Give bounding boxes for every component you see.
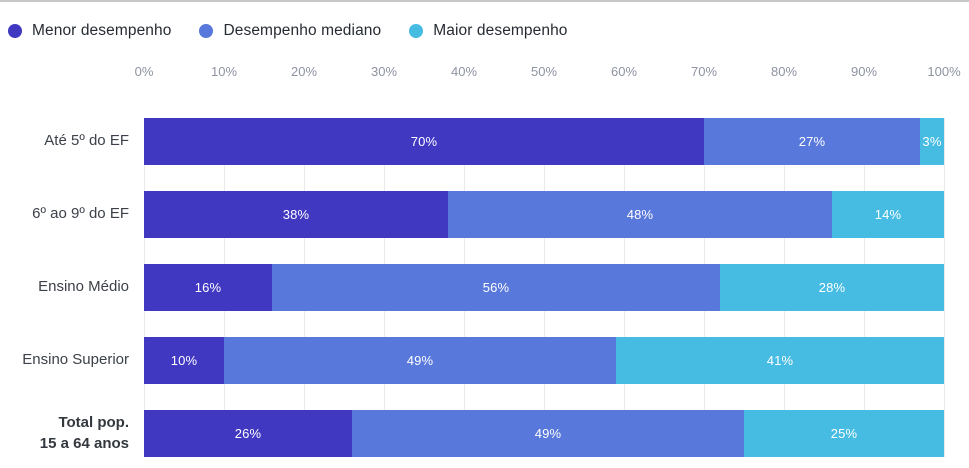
bar-segment-maior: 14%	[832, 191, 944, 238]
x-axis: 0% 10% 20% 30% 40% 50% 60% 70% 80% 90% 100%	[0, 64, 969, 80]
legend-item: Desempenho mediano	[199, 22, 381, 40]
legend-label: Menor desempenho	[32, 22, 172, 39]
bar-segment-mediano: 48%	[448, 191, 832, 238]
x-axis-tick-label: 80%	[770, 64, 798, 79]
bar-value-label: 25%	[830, 426, 858, 441]
stacked-bar: 70% 27% 3%	[144, 118, 944, 165]
legend-label: Maior desempenho	[433, 22, 568, 39]
bar-value-label: 26%	[234, 426, 262, 441]
category-label: Ensino Superior	[22, 351, 129, 369]
bar-value-label: 70%	[410, 134, 438, 149]
bar-segment-menor: 70%	[144, 118, 704, 165]
bar-value-label: 41%	[766, 353, 794, 368]
legend-dot-icon	[409, 24, 424, 38]
x-axis-tick-label: 30%	[370, 64, 398, 79]
x-axis-tick-label: 70%	[690, 64, 718, 79]
bar-value-label: 38%	[282, 207, 310, 222]
bar-segment-maior: 25%	[744, 410, 944, 457]
bar-segment-maior: 28%	[720, 264, 944, 311]
x-axis-tick-label: 20%	[290, 64, 318, 79]
stacked-bar-chart: 0% 10% 20% 30% 40% 50% 60% 70% 80% 90% 100% Até 5º…	[0, 64, 969, 457]
bar-row: Ensino Médio 16% 56% 28%	[0, 264, 969, 337]
bar-value-label: 28%	[818, 280, 846, 295]
bar-value-label: 16%	[194, 280, 222, 295]
bar-segment-maior: 41%	[616, 337, 944, 384]
legend-label: Desempenho mediano	[223, 22, 382, 39]
stacked-bar: 16% 56% 28%	[144, 264, 944, 311]
top-border-line	[0, 0, 969, 2]
chart-plot-area: Até 5º do EF 70% 27% 3% 6º ao 9º do EF 38% 48%…	[0, 118, 969, 457]
bar-value-label: 14%	[874, 207, 902, 222]
bar-segment-menor: 26%	[144, 410, 352, 457]
bar-row: Ensino Superior 10% 49% 41%	[0, 337, 969, 410]
x-axis-tick-label: 0%	[134, 64, 154, 79]
category-label: Ensino Médio	[38, 278, 129, 296]
bar-row: 6º ao 9º do EF 38% 48% 14%	[0, 191, 969, 264]
bar-value-label: 49%	[406, 353, 434, 368]
bar-segment-mediano: 27%	[704, 118, 920, 165]
stacked-bar: 38% 48% 14%	[144, 191, 944, 238]
chart-legend: Menor desempenho Desempenho mediano Maior …	[0, 21, 969, 41]
category-label: 6º ao 9º do EF	[32, 205, 129, 223]
bar-segment-menor: 38%	[144, 191, 448, 238]
legend-item: Menor desempenho	[8, 22, 171, 40]
bar-segment-menor: 10%	[144, 337, 224, 384]
x-axis-tick-label: 10%	[210, 64, 238, 79]
bar-value-label: 48%	[626, 207, 654, 222]
bar-value-label: 49%	[534, 426, 562, 441]
category-label: Até 5º do EF	[44, 132, 129, 150]
bar-segment-maior: 3%	[920, 118, 944, 165]
category-label: Total pop. 15 a 64 anos	[39, 414, 129, 452]
legend-dot-icon	[199, 24, 214, 38]
x-axis-tick-label: 90%	[850, 64, 878, 79]
bar-row: Total pop. 15 a 64 anos 26% 49% 25%	[0, 410, 969, 457]
x-axis-tick-label: 40%	[450, 64, 478, 79]
bar-value-label: 56%	[482, 280, 510, 295]
bar-row: Até 5º do EF 70% 27% 3%	[0, 118, 969, 191]
bar-value-label: 10%	[170, 353, 198, 368]
bar-rows: Até 5º do EF 70% 27% 3% 6º ao 9º do EF 38% 48%…	[0, 118, 969, 457]
bar-value-label: 27%	[798, 134, 826, 149]
x-axis-tick-label: 100%	[927, 64, 961, 79]
legend-item: Maior desempenho	[409, 22, 567, 40]
stacked-bar: 26% 49% 25%	[144, 410, 944, 457]
legend-dot-icon	[8, 24, 22, 38]
bar-segment-menor: 16%	[144, 264, 272, 311]
x-axis-tick-label: 50%	[530, 64, 558, 79]
bar-segment-mediano: 49%	[224, 337, 616, 384]
x-axis-tick-label: 60%	[610, 64, 638, 79]
bar-segment-mediano: 56%	[272, 264, 720, 311]
stacked-bar: 10% 49% 41%	[144, 337, 944, 384]
bar-segment-mediano: 49%	[352, 410, 744, 457]
bar-value-label: 3%	[922, 134, 942, 149]
